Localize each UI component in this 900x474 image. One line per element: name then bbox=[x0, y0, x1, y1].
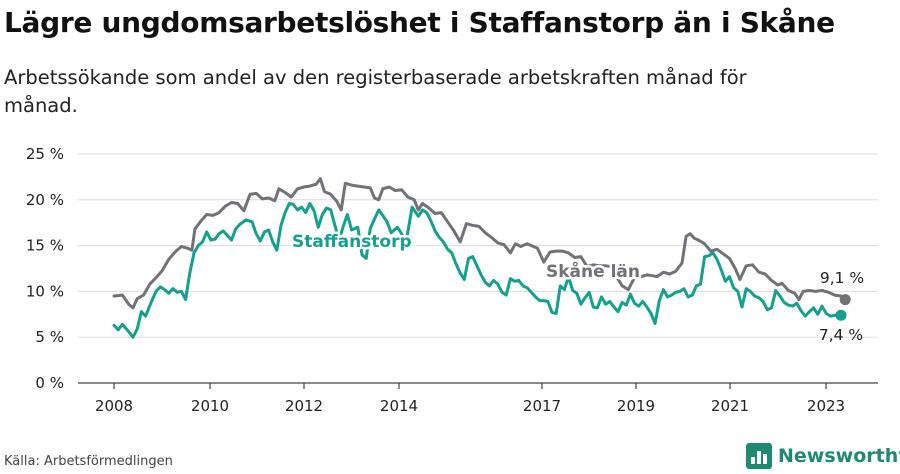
x-tick-label: 2023 bbox=[807, 397, 845, 415]
y-tick-label: 25 % bbox=[26, 145, 64, 163]
series-line-skane bbox=[112, 177, 847, 310]
y-tick-label: 10 % bbox=[26, 282, 64, 300]
line-chart: 0 % 5 % 10 % 15 % 20 % 25 % 2008 2010 2012 2014 20… bbox=[26, 145, 878, 415]
series-label-skane-halo: Skåne län bbox=[546, 260, 640, 282]
series-label-staffanstorp: Staffanstorp bbox=[292, 232, 412, 252]
brand-name: Newsworthy bbox=[778, 445, 900, 467]
series-line-staffanstorp bbox=[112, 202, 843, 339]
series-endpoint-skane bbox=[839, 294, 851, 306]
end-label-skane: 9,1 % bbox=[820, 269, 864, 287]
y-tick-label: 5 % bbox=[35, 328, 64, 346]
series-label-skane: Skåne län bbox=[546, 260, 640, 282]
x-tick-label: 2021 bbox=[711, 397, 749, 415]
end-label-staffanstorp: 7,4 % bbox=[819, 326, 863, 344]
brand-logo: Newsworthy bbox=[746, 443, 900, 469]
series-endpoint-staffanstorp bbox=[835, 309, 847, 321]
series-layer bbox=[112, 177, 851, 339]
y-tick-label: 0 % bbox=[35, 374, 64, 392]
x-tick-label: 2019 bbox=[617, 397, 655, 415]
source-note: Källa: Arbetsförmedlingen bbox=[4, 454, 173, 469]
page-title: Lägre ungdomsarbetslöshet i Staffanstorp… bbox=[4, 6, 835, 39]
y-tick-label: 15 % bbox=[26, 237, 64, 255]
x-tick-label: 2017 bbox=[523, 397, 561, 415]
series-label-staffanstorp-halo: Staffanstorp bbox=[292, 232, 412, 252]
axis-layer: 0 % 5 % 10 % 15 % 20 % 25 % 2008 2010 2012 2014 20… bbox=[26, 145, 878, 415]
bar-chart-icon bbox=[746, 443, 772, 469]
page-subtitle: Arbetssökande som andel av den registerb… bbox=[4, 66, 747, 117]
x-tick-label: 2012 bbox=[285, 397, 323, 415]
y-tick-label: 20 % bbox=[26, 191, 64, 209]
x-tick-label: 2008 bbox=[95, 397, 133, 415]
x-tick-label: 2010 bbox=[191, 397, 229, 415]
x-tick-label: 2014 bbox=[380, 397, 418, 415]
